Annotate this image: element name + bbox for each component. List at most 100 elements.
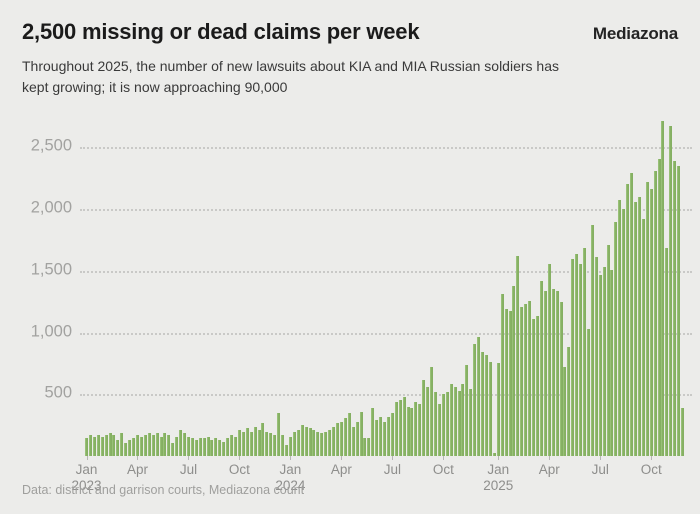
bar-week-125 (575, 254, 579, 456)
bar-week-128 (586, 328, 590, 456)
bar-week-83 (410, 408, 414, 456)
bar-week-3 (96, 435, 100, 456)
bar-week-30 (202, 438, 206, 456)
bar-week-93 (449, 383, 453, 456)
x-axis-label: Jul (179, 462, 198, 477)
bar-week-54 (296, 430, 300, 456)
bar-week-62 (328, 430, 332, 456)
bar-week-69 (355, 422, 359, 456)
bar-week-133 (606, 244, 610, 456)
bar-week-41 (245, 428, 249, 456)
bar-week-77 (386, 417, 390, 456)
bar-week-53 (292, 431, 296, 456)
bar-week-86 (422, 380, 426, 456)
bar-week-130 (594, 257, 598, 456)
bar-week-5 (104, 435, 108, 456)
x-axis-label: Jul (383, 462, 402, 477)
bar-week-124 (571, 259, 575, 456)
bar-week-56 (304, 426, 308, 456)
bar-week-96 (461, 383, 465, 456)
bar-week-141 (637, 197, 641, 456)
bar-week-23 (175, 436, 179, 456)
mediazona-logo: Mediazona (592, 24, 678, 43)
bar-week-39 (237, 430, 241, 456)
y-axis-label: 500 (44, 383, 72, 402)
bar-week-82 (406, 406, 410, 456)
x-axis-label: Oct (228, 462, 250, 477)
bar-week-92 (445, 392, 449, 456)
bar-week-136 (618, 200, 622, 456)
bar-week-72 (367, 438, 371, 456)
bar-week-129 (590, 225, 594, 456)
bar-week-109 (512, 285, 516, 456)
bar-week-101 (481, 351, 485, 456)
bar-week-94 (453, 386, 457, 456)
bar-week-108 (508, 310, 512, 456)
bar-week-49 (277, 413, 281, 456)
x-tick (651, 456, 653, 460)
bar-week-131 (598, 275, 602, 456)
bar-week-146 (657, 158, 661, 456)
bar-week-104 (492, 452, 496, 456)
bar-week-8 (116, 439, 120, 456)
bar-week-117 (543, 290, 547, 456)
bar-week-1 (88, 435, 92, 456)
bar-week-43 (253, 426, 257, 456)
bar-week-44 (257, 430, 261, 456)
bar-week-143 (645, 182, 649, 456)
bar-week-37 (230, 435, 234, 456)
bar-week-110 (516, 255, 520, 456)
bar-week-9 (120, 433, 124, 456)
page-title: 2,500 missing or dead claims per week (22, 19, 420, 44)
bar-week-46 (265, 431, 269, 456)
bar-week-63 (332, 426, 336, 456)
bar-week-12 (132, 438, 136, 456)
bar-week-79 (394, 402, 398, 456)
gridline-2000 (80, 209, 692, 211)
bar-week-11 (128, 439, 132, 456)
gridline-1500 (80, 270, 692, 273)
bar-week-78 (390, 413, 394, 456)
bar-week-112 (524, 304, 528, 456)
bar-week-150 (673, 161, 677, 456)
bar-week-145 (653, 170, 657, 456)
bar-week-15 (143, 435, 147, 456)
bar-week-51 (285, 444, 288, 456)
bar-week-122 (563, 367, 567, 456)
bar-week-75 (379, 417, 383, 456)
x-tick (239, 456, 241, 460)
bar-week-113 (528, 301, 532, 456)
bar-week-28 (194, 439, 198, 456)
x-tick (188, 456, 190, 460)
y-axis-label: 2,500 (30, 136, 72, 155)
x-tick (549, 456, 551, 460)
bar-week-105 (496, 363, 500, 456)
bar-week-142 (641, 218, 645, 456)
x-axis-label: Apr (538, 462, 560, 477)
bar-week-32 (210, 439, 214, 456)
bar-week-89 (434, 392, 438, 456)
bar-week-50 (281, 435, 285, 456)
bar-week-126 (579, 263, 583, 456)
bar-week-115 (535, 315, 539, 456)
bar-week-139 (630, 172, 634, 456)
bar-week-81 (402, 397, 406, 456)
bar-week-18 (155, 433, 159, 456)
bar-week-19 (159, 436, 163, 456)
bar-week-4 (100, 436, 104, 456)
bar-week-119 (551, 289, 555, 456)
bar-week-67 (347, 413, 351, 456)
x-tick (290, 456, 292, 460)
bar-week-33 (214, 438, 218, 456)
bar-week-98 (469, 388, 473, 456)
bar-week-149 (669, 126, 673, 456)
bar-week-42 (249, 431, 253, 456)
y-axis-label: 1,500 (30, 260, 72, 279)
bar-week-20 (163, 433, 167, 456)
bar-week-25 (183, 433, 187, 456)
x-axis-label: Jan 2023 (71, 462, 102, 494)
x-axis-label: Jan 2025 (483, 462, 514, 494)
bar-week-97 (465, 365, 469, 456)
bar-week-61 (324, 431, 328, 456)
bar-week-103 (488, 362, 492, 456)
